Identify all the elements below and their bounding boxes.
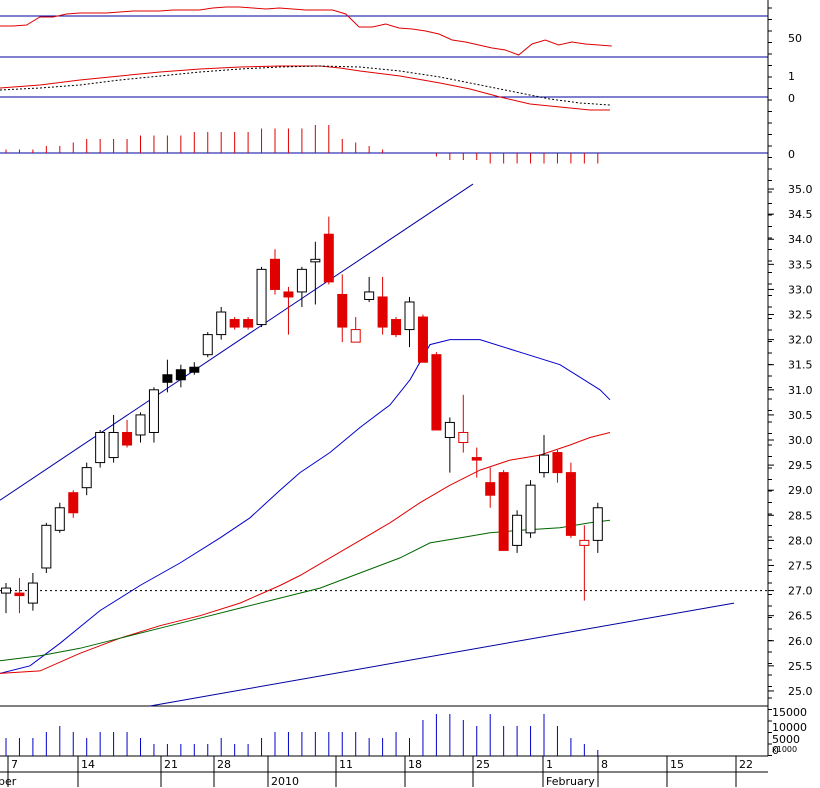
price-tick-label: 33.5	[788, 258, 813, 271]
date-label: 28	[217, 758, 231, 771]
date-label: 1	[546, 758, 553, 771]
volume-tick-label: 5000	[772, 733, 800, 746]
candle-body	[202, 334, 213, 356]
price-tick-label: 30.5	[788, 409, 813, 422]
candle-body	[162, 374, 173, 383]
price-tick-label: 30.0	[788, 434, 813, 447]
osc-tick-label: 50	[788, 32, 802, 45]
volume-unit-label: x1000	[772, 745, 797, 754]
oscillator-line	[0, 6, 612, 56]
candle-body	[458, 431, 469, 444]
price-tick-label: 26.0	[788, 635, 813, 648]
candle-body	[122, 431, 133, 446]
candle-body	[270, 258, 280, 290]
ma-short-line	[0, 339, 611, 674]
price-tick-label: 28.0	[788, 534, 813, 547]
price-tick-label: 27.0	[788, 585, 813, 598]
date-label: 22	[739, 758, 753, 771]
date-label: 2010	[271, 775, 299, 788]
candle-body	[68, 492, 79, 514]
candle-body	[431, 354, 442, 431]
price-tick-label: 31.0	[788, 384, 813, 397]
date-label: 25	[476, 758, 490, 771]
candle-body	[323, 233, 334, 283]
candle-body	[14, 592, 25, 597]
candle-body	[337, 293, 348, 328]
date-label: 11	[339, 758, 353, 771]
candle-body	[216, 311, 227, 336]
candle-body	[498, 472, 509, 551]
candle-body	[350, 329, 361, 343]
lower-trendline	[149, 602, 735, 707]
price-tick-label: 35.0	[788, 183, 813, 196]
macd-signal-line	[0, 65, 611, 106]
volume-tick-label: 15000	[772, 706, 807, 719]
date-label: 14	[81, 758, 95, 771]
candle-body	[565, 472, 576, 536]
macd-tick-label: 0	[788, 92, 795, 105]
price-tick-label: 29.5	[788, 459, 813, 472]
price-tick-label: 34.0	[788, 233, 813, 246]
candle-body	[539, 454, 549, 474]
candle-body	[579, 539, 590, 546]
price-tick-label: 27.5	[788, 559, 813, 572]
candle-body	[81, 467, 92, 489]
candle-body	[95, 431, 106, 464]
candle-body	[364, 291, 375, 300]
volume-tick-label: 10000	[772, 721, 807, 734]
price-tick-label: 31.5	[788, 359, 813, 372]
date-label: 15	[670, 758, 684, 771]
candle-body	[377, 296, 388, 328]
date-label: 21	[164, 758, 178, 771]
candle-body	[471, 457, 482, 461]
candle-body	[243, 319, 254, 328]
price-tick-label: 26.5	[788, 610, 813, 623]
volume-tick-label: 0	[772, 744, 779, 757]
macd-tick-label: 1	[788, 70, 795, 83]
candle-body	[41, 524, 52, 569]
upper-trendline	[0, 183, 474, 501]
candle-body	[1, 587, 11, 594]
candle-body	[310, 258, 321, 263]
candle-body	[296, 268, 307, 293]
hist-tick-label: 0	[788, 148, 795, 161]
date-label: 18	[408, 758, 422, 771]
candle-body	[525, 484, 536, 534]
candle-body	[552, 452, 563, 474]
candle-body	[108, 431, 119, 459]
candle-body	[175, 369, 186, 381]
date-label: February	[546, 775, 595, 788]
date-label: 7	[11, 758, 18, 771]
price-tick-label: 32.5	[788, 309, 813, 322]
candle-body	[512, 514, 523, 546]
price-tick-label: 25.0	[788, 685, 813, 698]
price-tick-label: 28.5	[788, 509, 813, 522]
candle-body	[444, 421, 455, 438]
candle-body	[189, 366, 200, 373]
date-label: 8	[601, 758, 608, 771]
macd-line	[0, 65, 610, 111]
candle-body	[485, 482, 496, 496]
candle-body	[404, 301, 415, 331]
price-tick-label: 25.5	[788, 660, 813, 673]
candle-body	[27, 582, 38, 604]
price-tick-label: 34.5	[788, 208, 813, 221]
candle-body	[391, 319, 402, 336]
candle-body	[283, 291, 294, 298]
price-tick-label: 32.0	[788, 334, 813, 347]
price-tick-label: 33.0	[788, 283, 813, 296]
candle-body	[417, 316, 428, 363]
candle-body	[592, 507, 603, 541]
candle-body	[229, 319, 240, 328]
candle-body	[148, 389, 159, 433]
candle-body	[256, 268, 267, 326]
price-tick-label: 29.0	[788, 484, 813, 497]
candle-body	[54, 507, 65, 531]
candle-body	[135, 414, 146, 436]
